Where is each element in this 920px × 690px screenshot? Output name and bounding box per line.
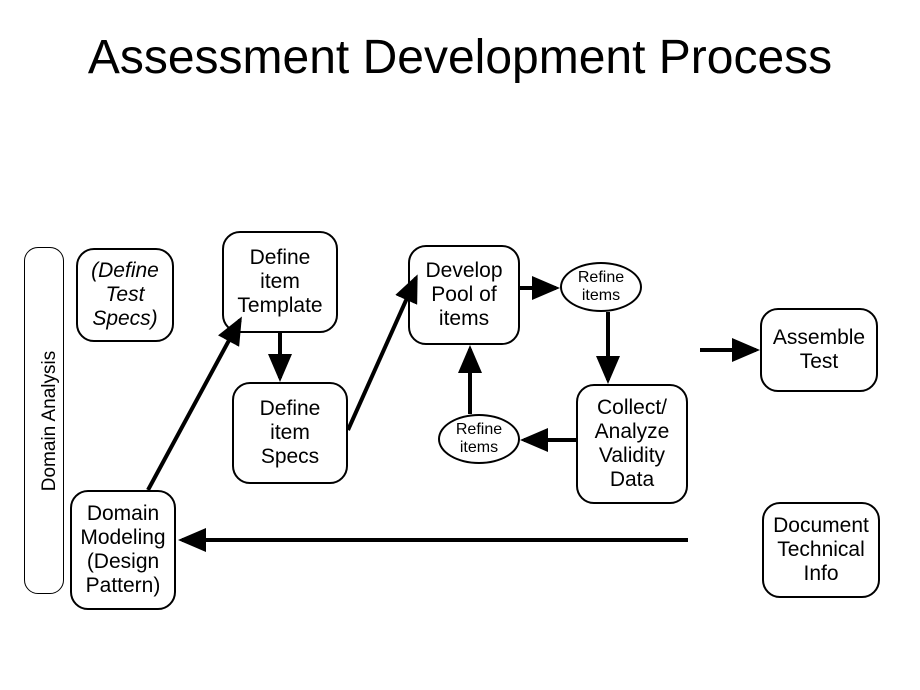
node-label: Document Technical Info (772, 514, 870, 586)
node-label: Collect/ Analyze Validity Data (586, 396, 678, 493)
node-define-item-specs: Define item Specs (232, 382, 348, 484)
node-develop-pool: Develop Pool of items (408, 245, 520, 345)
node-define-item-template: Define item Template (222, 231, 338, 333)
node-label: (Define Test Specs) (86, 259, 164, 331)
node-label: Refine items (446, 421, 512, 456)
node-define-test-specs: (Define Test Specs) (76, 248, 174, 342)
diagram-canvas: Assessment Development Process Domain An… (0, 0, 920, 690)
node-domain-modeling: Domain Modeling (Design Pattern) (70, 490, 176, 610)
node-collect-analyze: Collect/ Analyze Validity Data (576, 384, 688, 504)
node-label: Refine items (568, 269, 634, 304)
node-label: Develop Pool of items (418, 259, 510, 331)
node-label: Assemble Test (770, 326, 868, 374)
node-refine-items-top: Refine items (560, 262, 642, 312)
node-label: Define item Specs (242, 397, 338, 469)
node-assemble-test: Assemble Test (760, 308, 878, 392)
node-label: Domain Modeling (Design Pattern) (80, 502, 166, 599)
diagram-title: Assessment Development Process (0, 30, 920, 85)
edge-specs-to-pool (348, 278, 416, 430)
domain-analysis-label: Domain Analysis (39, 341, 61, 501)
edge-domain-to-template (148, 320, 240, 490)
node-label: Define item Template (232, 246, 328, 318)
node-document-info: Document Technical Info (762, 502, 880, 598)
node-refine-items-bottom: Refine items (438, 414, 520, 464)
